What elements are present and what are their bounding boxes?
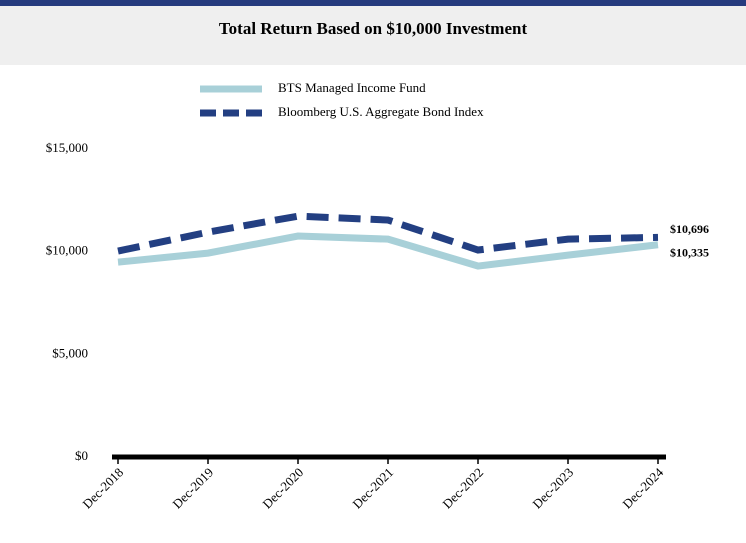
title-band xyxy=(0,6,746,65)
legend-label: Bloomberg U.S. Aggregate Bond Index xyxy=(278,104,484,119)
y-tick-label: $15,000 xyxy=(46,140,88,155)
x-tick-label: Dec-2018 xyxy=(79,465,126,512)
y-tick-label: $5,000 xyxy=(52,345,88,360)
y-tick-label: $0 xyxy=(75,448,88,463)
x-tick-label: Dec-2019 xyxy=(169,465,216,512)
chart-title: Total Return Based on $10,000 Investment xyxy=(219,19,528,38)
x-tick-label: Dec-2023 xyxy=(529,465,576,512)
x-tick-label: Dec-2022 xyxy=(439,465,486,512)
series-line xyxy=(117,212,659,255)
series-line xyxy=(117,232,659,270)
value-label: $10,696 xyxy=(670,222,709,236)
x-tick-label: Dec-2024 xyxy=(619,464,666,511)
legend-label: BTS Managed Income Fund xyxy=(278,80,426,95)
value-label: $10,335 xyxy=(670,246,709,260)
x-tick-label: Dec-2021 xyxy=(349,465,396,512)
y-tick-label: $10,000 xyxy=(46,243,88,258)
top-band xyxy=(0,0,746,6)
x-tick-label: Dec-2020 xyxy=(259,465,306,512)
